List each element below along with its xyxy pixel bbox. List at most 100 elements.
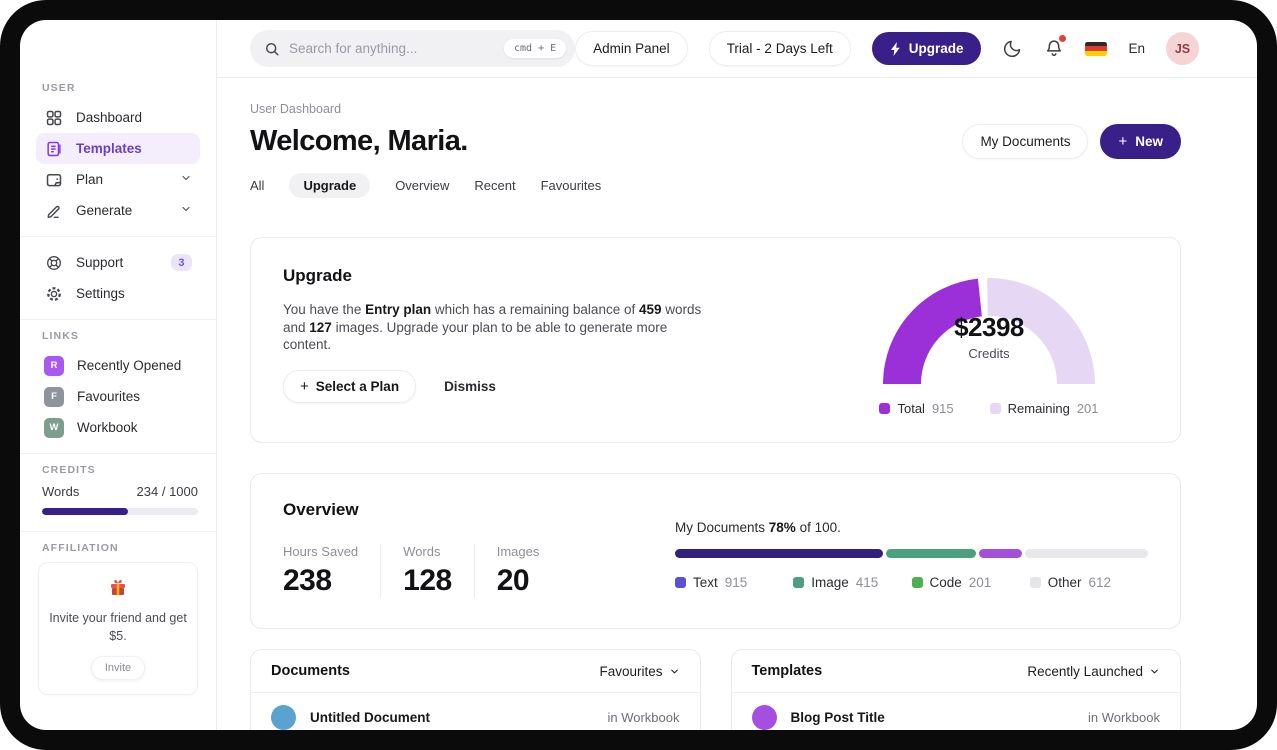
credits-label: Words <box>42 484 80 499</box>
header-actions: My Documents + New <box>962 124 1181 159</box>
sidebar-link-label: Recently Opened <box>77 358 182 373</box>
search-input[interactable] <box>289 41 495 56</box>
wallet-icon <box>44 170 63 189</box>
sidebar-item-label: Support <box>76 255 124 270</box>
bar-segment-image <box>886 549 976 558</box>
legend-item-total: Total 915 <box>879 401 954 416</box>
sidebar-section-credits: CREDITS <box>42 464 96 476</box>
sidebar-item-support[interactable]: Support 3 <box>36 247 200 278</box>
credits-value: 234 / 1000 <box>136 484 198 499</box>
sidebar-item-templates[interactable]: Templates <box>36 133 200 164</box>
filter-tabs: All Upgrade Overview Recent Favourites <box>250 172 1181 199</box>
search-bar[interactable]: cmd + E <box>250 30 576 67</box>
overview-card: Overview Hours Saved 238 Words 128 Image… <box>250 473 1181 629</box>
legend-item-other: Other 612 <box>1029 575 1148 590</box>
sidebar-item-label: Dashboard <box>76 110 143 125</box>
chevron-down-icon <box>180 172 192 187</box>
bottom-cards-row: Documents Favourites Untitled Document i… <box>250 649 1181 730</box>
sidebar-divider <box>20 236 216 237</box>
gauge-legend: Total 915 Remaining 201 <box>864 401 1114 416</box>
chevron-down-icon <box>1149 666 1160 677</box>
app-window: USER Dashboard Templates <box>20 20 1257 730</box>
legend-item-code: Code 201 <box>911 575 1030 590</box>
sidebar-item-generate[interactable]: Generate <box>36 195 200 226</box>
document-list-item[interactable]: Untitled Document in Workbook <box>251 693 700 730</box>
sidebar-divider <box>20 453 216 454</box>
sidebar-link-recently-opened[interactable]: R Recently Opened <box>36 350 200 381</box>
overview-left: Overview Hours Saved 238 Words 128 Image… <box>283 500 675 598</box>
legend-item-remaining: Remaining 201 <box>989 401 1099 416</box>
documents-card-header: Documents Favourites <box>251 650 700 693</box>
bell-icon <box>1044 38 1064 59</box>
document-name: Untitled Document <box>310 710 430 725</box>
sidebar-divider <box>20 531 216 532</box>
upgrade-button[interactable]: Upgrade <box>871 32 982 65</box>
plus-icon: + <box>1118 133 1128 150</box>
sidebar-link-favourites[interactable]: F Favourites <box>36 381 200 412</box>
trial-status-button[interactable]: Trial - 2 Days Left <box>708 31 851 66</box>
tab-overview[interactable]: Overview <box>395 178 450 193</box>
upgrade-card-body: You have the Entry plan which has a rema… <box>283 302 702 352</box>
stat-images: Images 20 <box>473 544 562 598</box>
sidebar-item-label: Generate <box>76 203 133 218</box>
credits-progress-track <box>42 508 198 515</box>
credits-words-row: Words 234 / 1000 <box>36 484 200 499</box>
pencil-icon <box>44 201 63 220</box>
upgrade-card-left: Upgrade You have the Entry plan which ha… <box>283 266 708 416</box>
half-donut-chart <box>883 278 1095 385</box>
favourites-badge: F <box>44 386 64 407</box>
documents-filter-label: Favourites <box>599 663 663 679</box>
documents-filter-dropdown[interactable]: Favourites <box>599 664 679 679</box>
select-plan-button[interactable]: + Select a Plan <box>283 369 417 403</box>
dashboard-content: User Dashboard Welcome, Maria. My Docume… <box>217 78 1257 730</box>
moon-icon <box>1002 38 1023 59</box>
templates-filter-label: Recently Launched <box>1027 663 1143 679</box>
upgrade-card-actions: + Select a Plan Dismiss <box>283 369 708 403</box>
documents-card-title: Documents <box>271 663 350 679</box>
gauge-segment-remaining <box>987 278 1095 385</box>
new-button[interactable]: + New <box>1100 124 1181 159</box>
language-label[interactable]: En <box>1128 41 1145 56</box>
sidebar-section-affiliation: AFFILIATION <box>42 542 119 554</box>
tab-favourites[interactable]: Favourites <box>540 178 602 193</box>
sidebar-divider <box>20 319 216 320</box>
tab-upgrade[interactable]: Upgrade <box>289 173 371 198</box>
overview-card-title: Overview <box>283 500 359 519</box>
german-flag-icon[interactable] <box>1085 41 1108 56</box>
dark-mode-toggle[interactable] <box>1002 38 1023 59</box>
legend-swatch <box>879 403 891 414</box>
bar-segment-other <box>1024 549 1148 558</box>
chevron-down-icon <box>669 666 680 677</box>
gauge-center: $2398 Credits <box>874 312 1104 361</box>
sidebar-item-settings[interactable]: Settings <box>36 278 200 309</box>
notifications-button[interactable] <box>1044 35 1067 59</box>
upgrade-card-title: Upgrade <box>283 266 352 285</box>
notification-dot <box>1059 35 1067 42</box>
my-documents-button[interactable]: My Documents <box>962 124 1089 159</box>
topbar-right: Admin Panel Trial - 2 Days Left Upgrade <box>575 31 1199 66</box>
select-plan-label: Select a Plan <box>315 378 400 394</box>
templates-filter-dropdown[interactable]: Recently Launched <box>1027 664 1160 679</box>
document-location: in Workbook <box>607 710 680 725</box>
sidebar-item-plan[interactable]: Plan <box>36 164 200 195</box>
tab-recent[interactable]: Recent <box>474 178 516 193</box>
gauge-chart: $2398 Credits <box>874 266 1104 391</box>
sidebar-link-label: Favourites <box>77 389 141 404</box>
dismiss-button[interactable]: Dismiss <box>444 378 496 394</box>
support-count-badge: 3 <box>170 254 192 271</box>
legend-item-image: Image 415 <box>793 575 911 590</box>
user-avatar[interactable]: JS <box>1166 32 1199 65</box>
sidebar-item-dashboard[interactable]: Dashboard <box>36 102 200 133</box>
sidebar-link-workbook[interactable]: W Workbook <box>36 412 200 443</box>
template-list-item[interactable]: Blog Post Title in Workbook <box>732 693 1181 730</box>
overview-legend: Text 915 Image 415 Code 201 <box>675 575 1148 590</box>
overview-right: My Documents 78% of 100. Text 915 <box>675 500 1148 598</box>
tab-all[interactable]: All <box>250 178 265 193</box>
admin-panel-button[interactable]: Admin Panel <box>575 31 688 66</box>
credits-gauge: $2398 Credits Total 915 Remaining <box>864 266 1114 416</box>
invite-button[interactable]: Invite <box>90 656 146 681</box>
legend-swatch <box>911 577 923 588</box>
bar-segment-text <box>675 549 884 558</box>
credits-progress-fill <box>42 508 128 515</box>
